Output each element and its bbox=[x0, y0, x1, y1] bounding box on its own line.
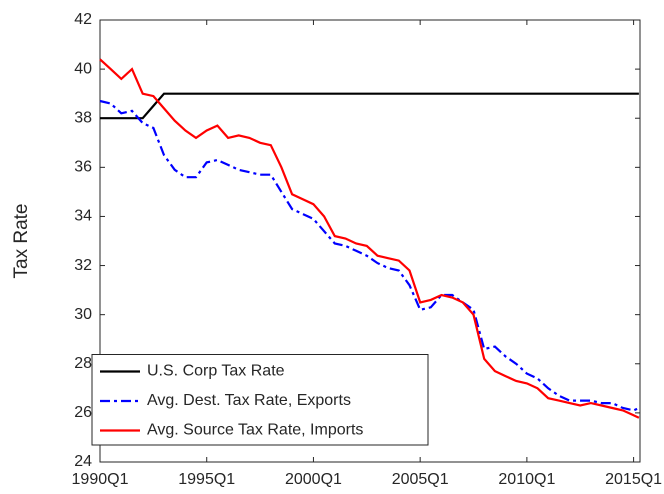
x-tick-label: 2005Q1 bbox=[392, 471, 449, 488]
legend-label: U.S. Corp Tax Rate bbox=[147, 363, 285, 380]
y-tick-label: 30 bbox=[74, 306, 92, 323]
x-tick-label: 1995Q1 bbox=[178, 471, 235, 488]
y-tick-label: 26 bbox=[74, 404, 92, 421]
x-tick-label: 2000Q1 bbox=[285, 471, 342, 488]
y-tick-label: 24 bbox=[74, 453, 92, 470]
y-axis-label: Tax Rate bbox=[11, 204, 32, 279]
series-line bbox=[99, 99, 640, 412]
plot-frame bbox=[99, 19, 641, 463]
x-tick-label: 1990Q1 bbox=[72, 471, 129, 488]
series-line bbox=[100, 92, 639, 120]
legend-label: Avg. Source Tax Rate, Imports bbox=[147, 422, 363, 439]
y-tick-label: 32 bbox=[74, 257, 92, 274]
legend-box bbox=[91, 354, 429, 446]
series-line bbox=[99, 58, 640, 419]
y-tick-label: 40 bbox=[74, 60, 92, 77]
y-tick-label: 38 bbox=[74, 109, 92, 126]
y-tick-label: 42 bbox=[74, 11, 92, 28]
y-tick-label: 36 bbox=[74, 159, 92, 176]
x-tick-label: 2015Q1 bbox=[605, 471, 662, 488]
x-tick-label: 2010Q1 bbox=[498, 471, 555, 488]
y-tick-label: 34 bbox=[74, 208, 92, 225]
legend-label: Avg. Dest. Tax Rate, Exports bbox=[147, 392, 351, 409]
y-tick-label: 28 bbox=[74, 355, 92, 372]
